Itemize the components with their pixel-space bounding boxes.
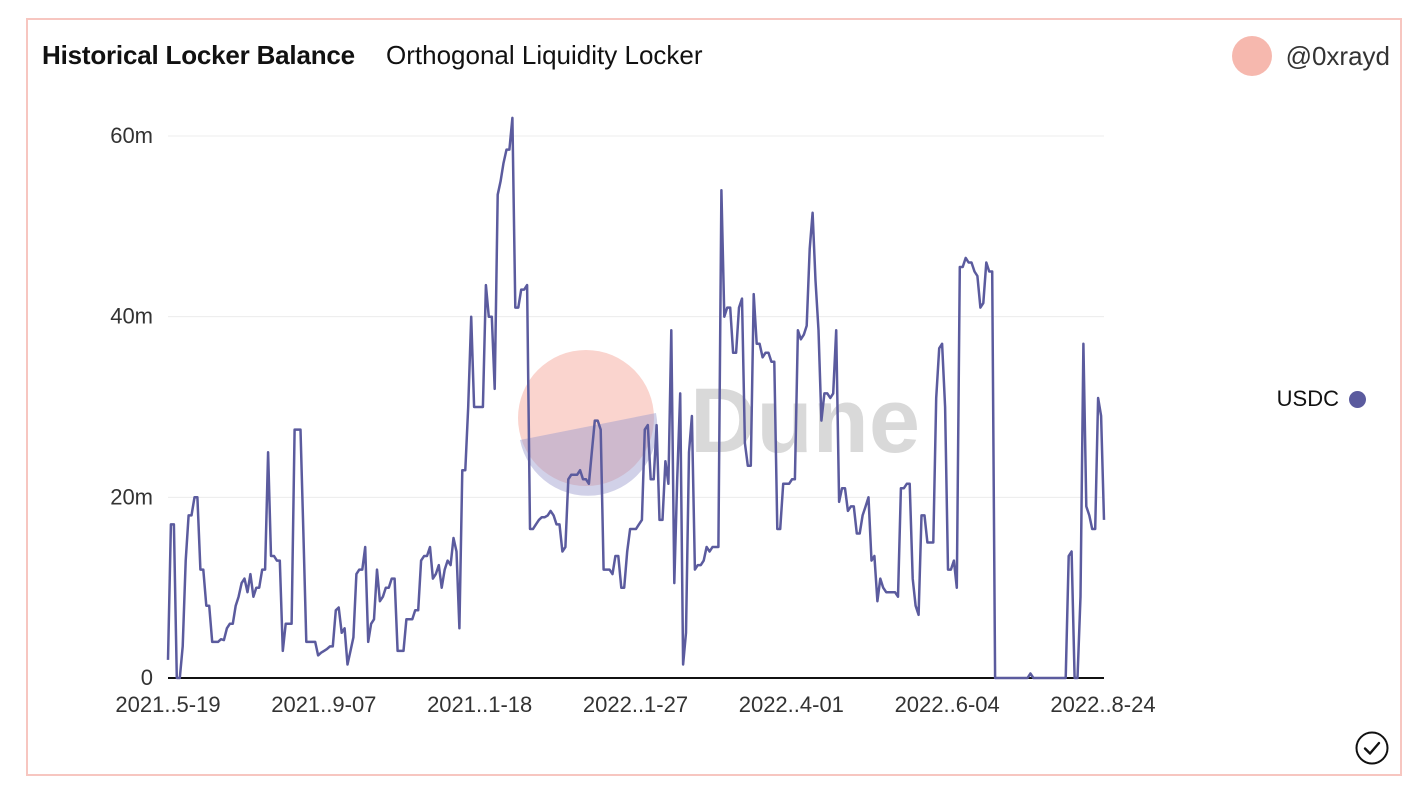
x-tick-label: 2022..8-24 (1050, 692, 1155, 717)
dune-watermark: Dune (518, 350, 920, 496)
avatar (1231, 36, 1272, 76)
x-tick-label: 2022..6-04 (895, 692, 1000, 717)
x-tick-label: 2021..1-18 (427, 692, 532, 717)
grid-lines (168, 135, 1104, 498)
chart-card (26, 18, 1402, 776)
x-axis-ticks: 2021..5-19 2021..9-07 2021..1-18 2022..1-27… (115, 692, 1155, 717)
y-tick-label: 60m (110, 123, 153, 148)
legend-label-usdc: USDC (1276, 386, 1339, 411)
watermark-logo-bottom (520, 413, 658, 496)
legend-marker-usdc (1349, 390, 1366, 408)
x-tick-label: 2022..1-27 (583, 692, 688, 717)
watermark-text: Dune (690, 370, 920, 472)
x-tick-label: 2021..5-19 (115, 692, 220, 717)
chart-title: Historical Locker Balance (42, 40, 355, 70)
watermark-logo-top (518, 350, 654, 486)
x-tick-label: 2022..4-01 (739, 692, 844, 717)
y-tick-label: 0 (141, 665, 153, 690)
y-tick-label: 20m (110, 484, 153, 509)
y-axis-ticks: 0 20m 40m 60m (110, 123, 153, 690)
chart-subtitle: Orthogonal Liquidity Locker (386, 40, 703, 70)
y-tick-label: 40m (110, 304, 153, 329)
series-line-usdc[interactable] (166, 116, 1106, 680)
check-circle-icon[interactable] (1354, 730, 1390, 766)
series-group (166, 116, 1106, 680)
author-name: @0xrayd (1285, 40, 1390, 71)
x-tick-label: 2021..9-07 (271, 692, 376, 717)
author-badge[interactable]: @0xrayd (1231, 36, 1390, 76)
legend[interactable]: USDC (1277, 386, 1366, 412)
